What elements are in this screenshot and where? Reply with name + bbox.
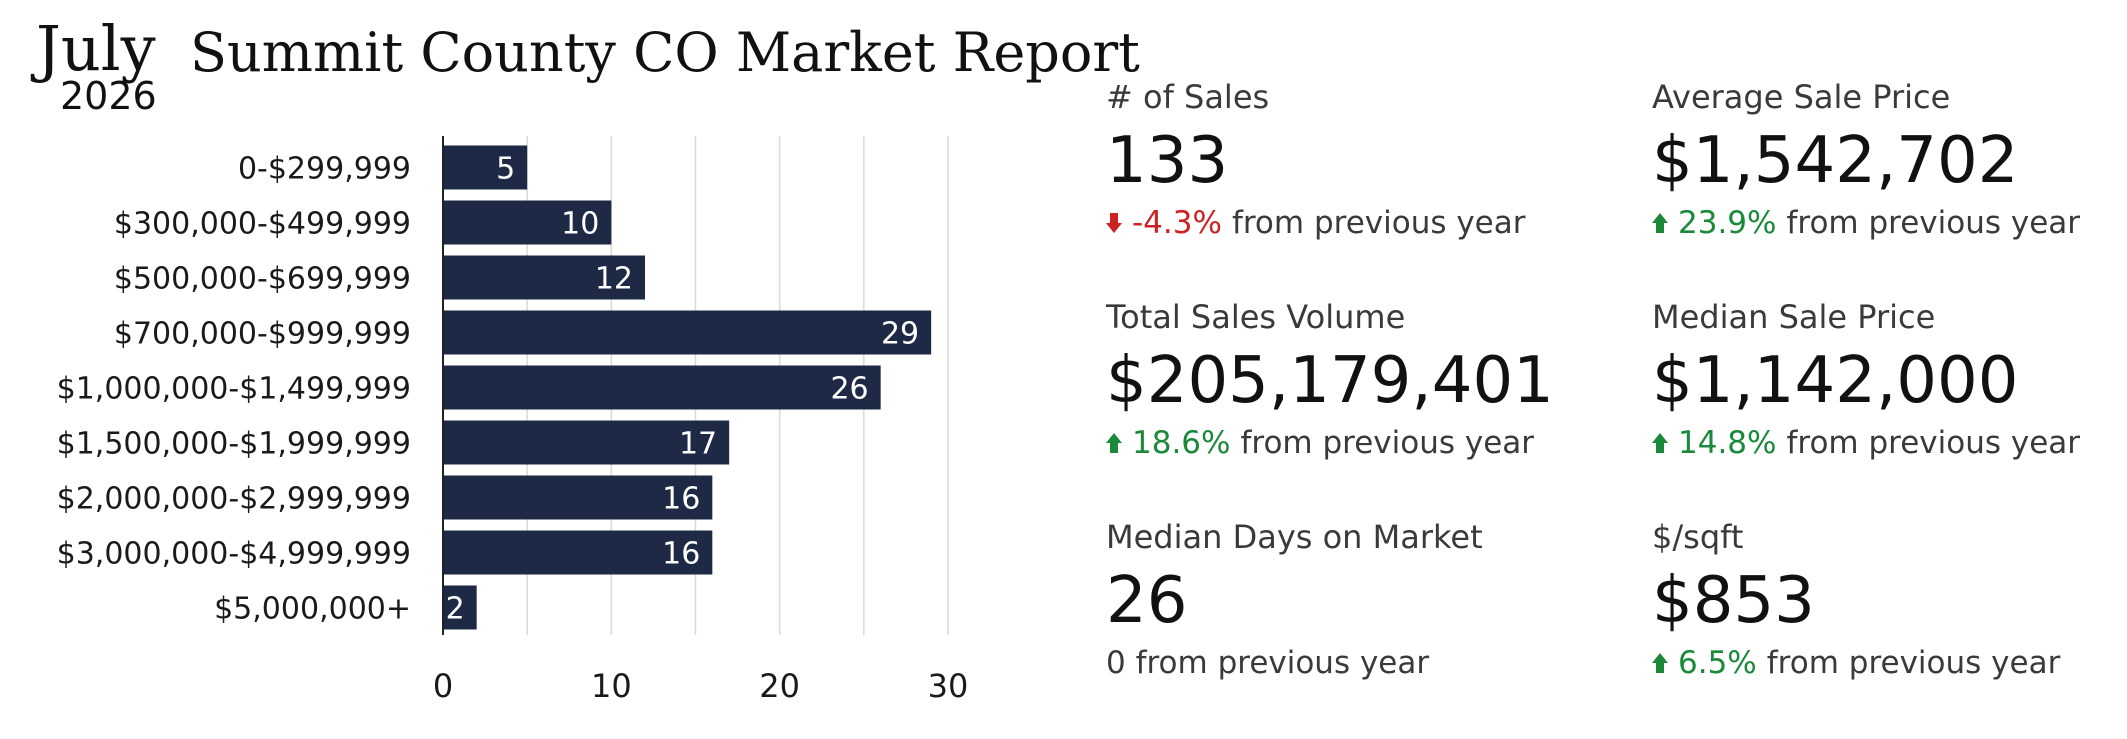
- report-month: July: [36, 12, 156, 85]
- stat-change: 18.6% from previous year: [1106, 424, 1666, 462]
- x-tick-label: 30: [928, 667, 969, 705]
- stat-median-days-on-market: Median Days on Market 26 0 from previous…: [1106, 518, 1666, 682]
- data-label: 16: [662, 482, 700, 517]
- stat-change-suffix: from previous year: [1786, 205, 2081, 241]
- stat-change-suffix: from previous year: [1786, 425, 2081, 461]
- data-label: 29: [881, 317, 919, 352]
- bar: [443, 200, 612, 245]
- stat-label: Median Sale Price: [1652, 298, 1936, 336]
- stat-change-percent: -4.3%: [1132, 205, 1222, 241]
- stat-label: $/sqft: [1652, 518, 1744, 556]
- data-label: 16: [662, 537, 700, 572]
- sales-by-price-chart: 0-$299,999 5 $300,000-$499,999 10 $500,000-$…: [57, 136, 969, 705]
- data-label: 12: [595, 262, 633, 297]
- arrow-up-icon: [1652, 433, 1668, 453]
- stat-label: Median Days on Market: [1106, 518, 1483, 556]
- category-label: $5,000,000+: [214, 592, 411, 627]
- bar: [443, 365, 881, 410]
- bar: [443, 530, 713, 575]
- stat-change: 14.8% from previous year: [1652, 424, 2127, 462]
- bar: [443, 255, 645, 300]
- stat-change-suffix: from previous year: [1240, 425, 1535, 461]
- stat-median-sale-price: Median Sale Price $1,142,000 14.8% from …: [1652, 298, 2127, 462]
- stat-label: Total Sales Volume: [1106, 298, 1406, 336]
- category-label: $1,000,000-$1,499,999: [57, 372, 411, 407]
- bar: [443, 585, 477, 630]
- stat-change-suffix: from previous year: [1231, 205, 1526, 241]
- stat-label: # of Sales: [1106, 78, 1270, 116]
- stat-value: $1,142,000: [1652, 344, 2019, 418]
- category-label: $700,000-$999,999: [114, 317, 411, 352]
- stat-value: $1,542,702: [1652, 124, 2019, 198]
- category-label: $500,000-$699,999: [114, 262, 411, 297]
- category-label: $3,000,000-$4,999,999: [57, 537, 411, 572]
- report-title: Summit County CO Market Report: [190, 21, 1140, 84]
- stat-change: 0 from previous year: [1106, 644, 1666, 682]
- bar: [443, 475, 713, 520]
- stat-change-percent: 18.6%: [1132, 425, 1231, 461]
- stat-number-of-sales: # of Sales 133 -4.3% from previous year: [1106, 78, 1666, 242]
- data-label: 10: [561, 207, 599, 242]
- stat-change-text: 0 from previous year: [1106, 645, 1430, 681]
- data-label: 26: [830, 372, 868, 407]
- arrow-up-icon: [1106, 433, 1122, 453]
- stat-change-percent: 23.9%: [1678, 205, 1777, 241]
- category-label: 0-$299,999: [238, 152, 411, 187]
- arrow-up-icon: [1652, 653, 1668, 673]
- x-tick-label: 10: [591, 667, 632, 705]
- stat-change: 23.9% from previous year: [1652, 204, 2127, 242]
- x-tick-label: 0: [433, 667, 453, 705]
- stat-label: Average Sale Price: [1652, 78, 1951, 116]
- stat-average-sale-price: Average Sale Price $1,542,702 23.9% from…: [1652, 78, 2127, 242]
- bar: [443, 145, 528, 190]
- arrow-up-icon: [1652, 213, 1668, 233]
- stat-total-sales-volume: Total Sales Volume $205,179,401 18.6% fr…: [1106, 298, 1666, 462]
- category-label: $1,500,000-$1,999,999: [57, 427, 411, 462]
- stat-value: 26: [1106, 564, 1188, 638]
- bar: [443, 420, 730, 465]
- category-label: $2,000,000-$2,999,999: [57, 482, 411, 517]
- report-year: 2026: [60, 74, 157, 118]
- arrow-down-icon: [1106, 213, 1122, 233]
- x-tick-label: 20: [759, 667, 800, 705]
- stat-change-suffix: from previous year: [1766, 645, 2061, 681]
- stat-change: 6.5% from previous year: [1652, 644, 2127, 682]
- stat-change-percent: 6.5%: [1678, 645, 1757, 681]
- stat-change: -4.3% from previous year: [1106, 204, 1666, 242]
- data-label: 17: [679, 427, 717, 462]
- stat-value: $205,179,401: [1106, 344, 1554, 418]
- data-label: 2: [446, 592, 465, 627]
- stat-value: $853: [1652, 564, 1815, 638]
- stat-change-percent: 14.8%: [1678, 425, 1777, 461]
- data-label: 5: [496, 152, 515, 187]
- stat-price-per-sqft: $/sqft $853 6.5% from previous year: [1652, 518, 2127, 682]
- bar: [443, 310, 932, 355]
- category-label: $300,000-$499,999: [114, 207, 411, 242]
- stat-value: 133: [1106, 124, 1229, 198]
